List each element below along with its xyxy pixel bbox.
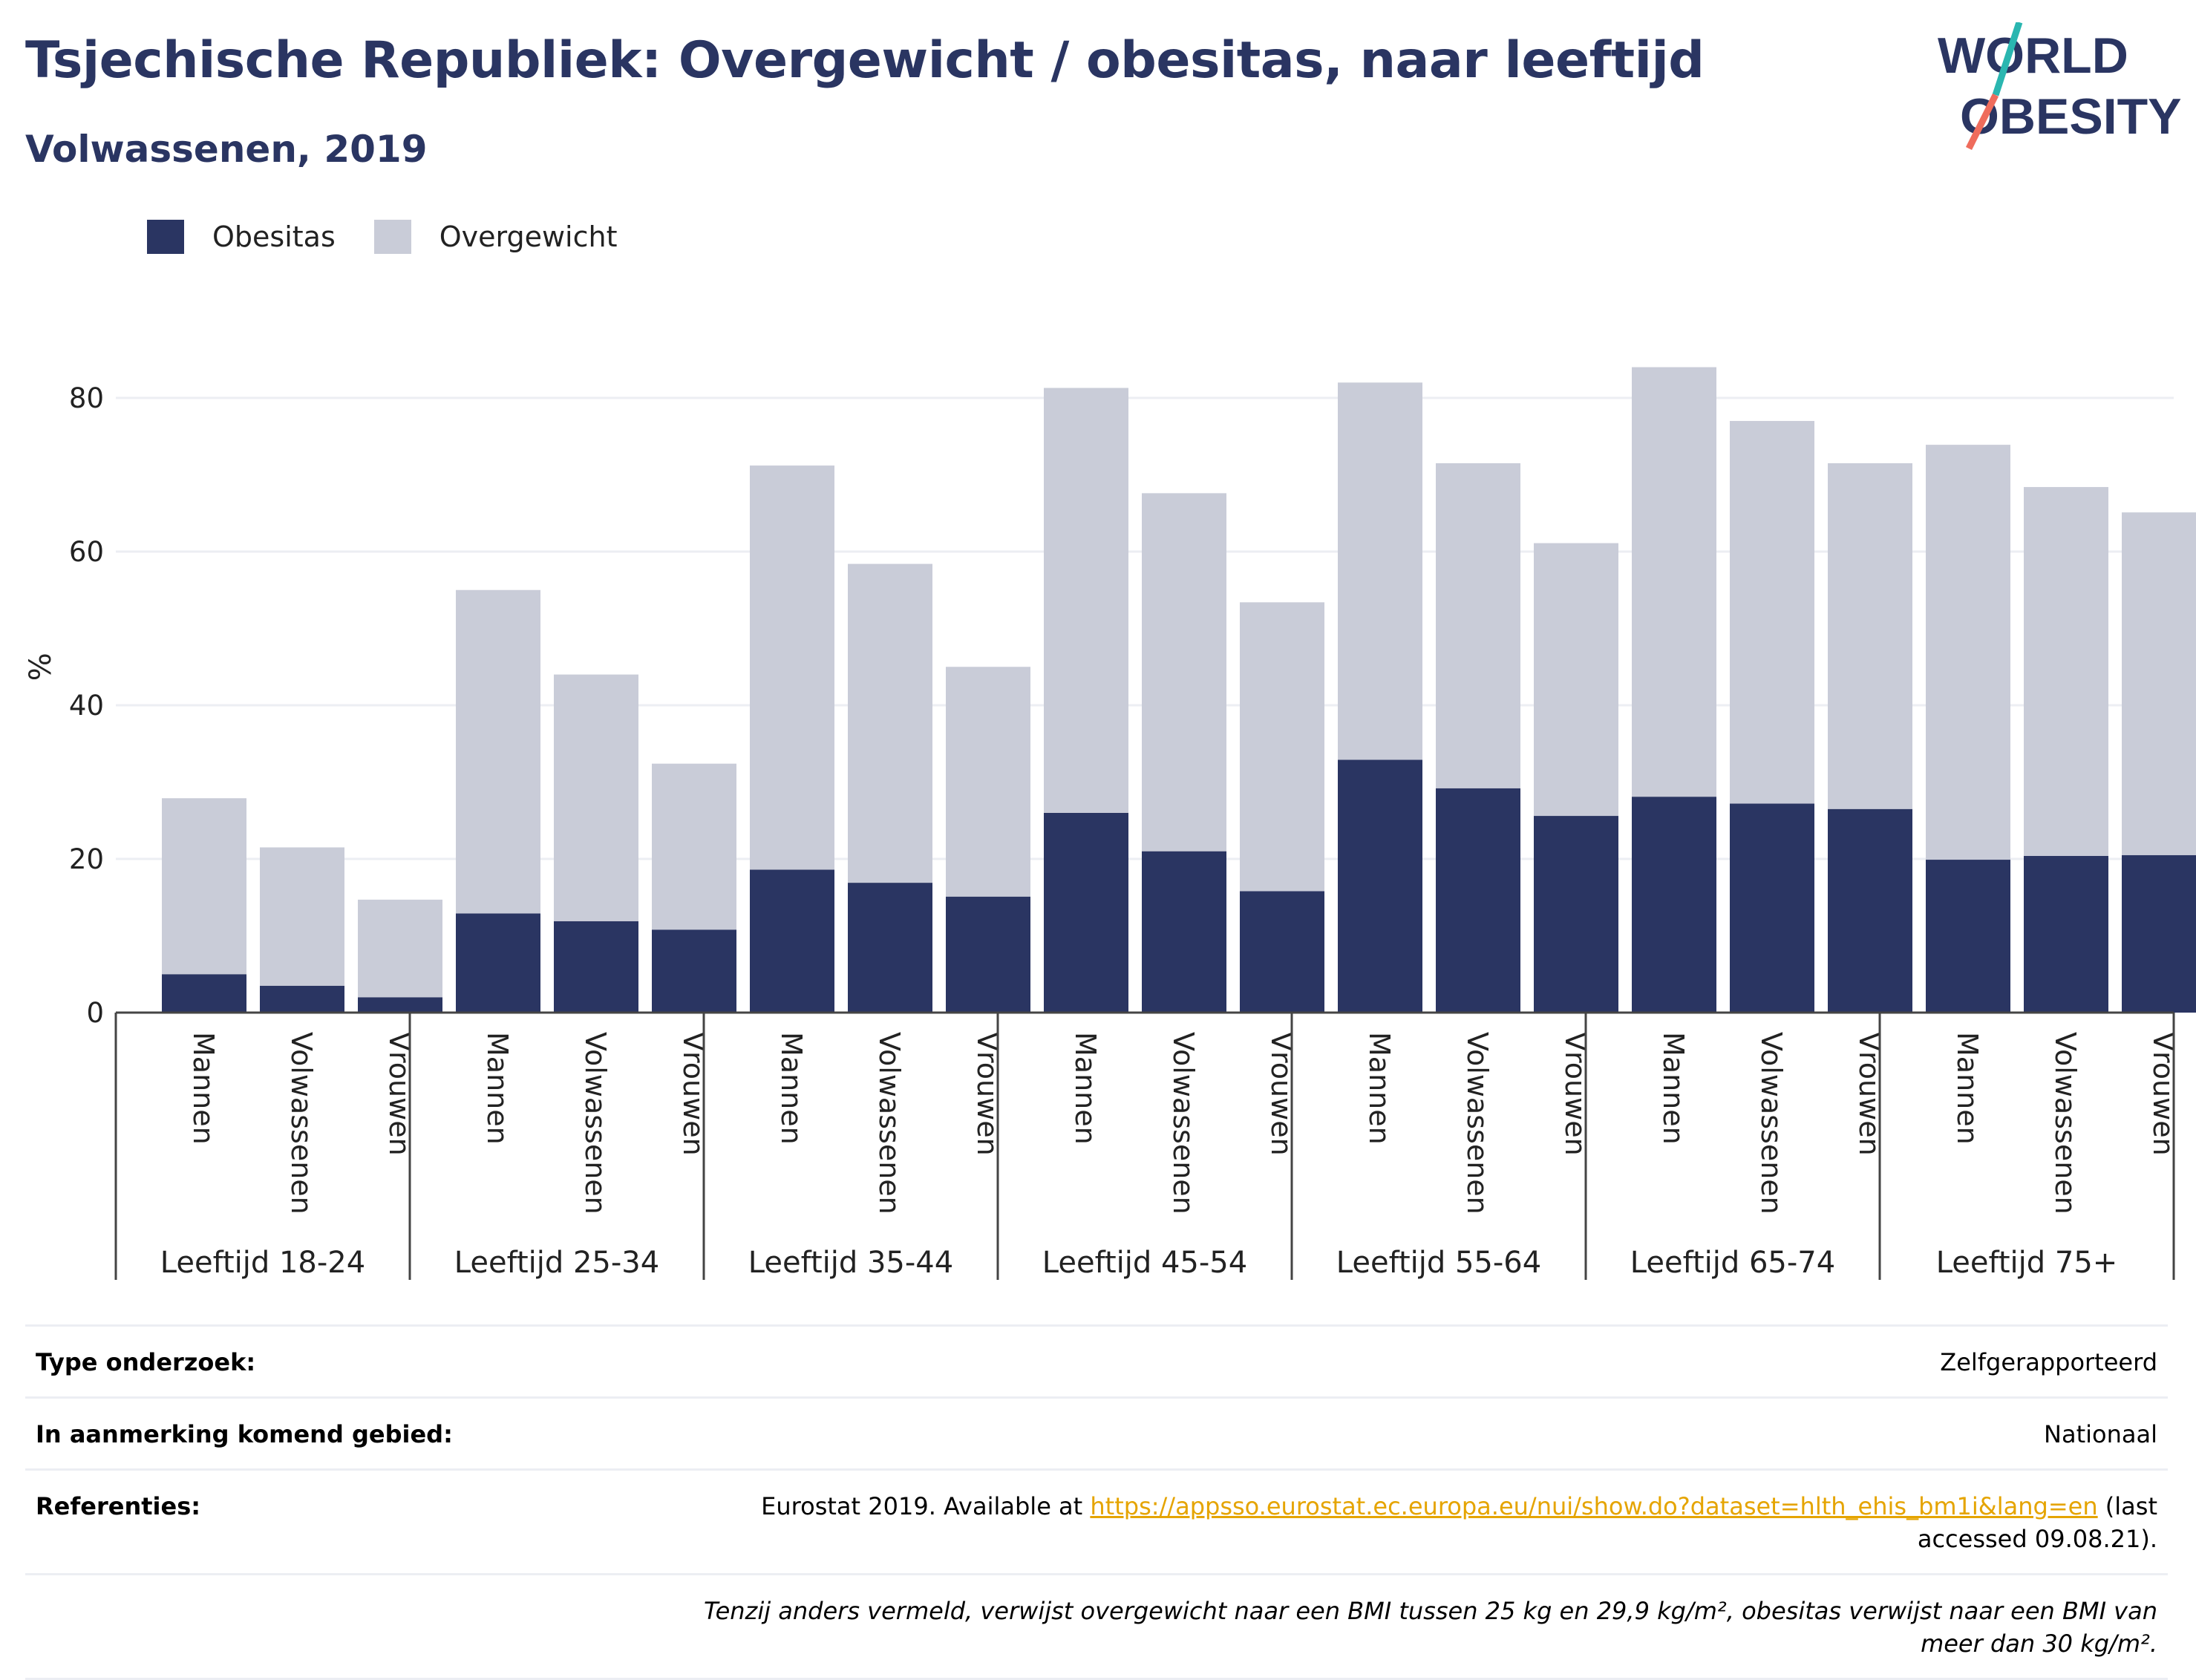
bar-obesitas-4554-volwassenen [1142, 851, 1226, 1013]
bar-obesitas-1824-vrouwen [358, 997, 442, 1013]
bar-overgewicht-5564-mannen [1338, 382, 1422, 760]
bar-overgewicht-5564-volwassenen [1436, 463, 1520, 788]
bar-obesitas-75+-vrouwen [2122, 854, 2196, 1013]
x-tick-label-1824-mannen: Mannen [187, 1032, 220, 1145]
bar-overgewicht-75+-volwassenen [2024, 487, 2108, 856]
legend-label-overgewicht: Overgewicht [439, 220, 618, 253]
x-tick-label-1824-volwassenen: Volwassenen [285, 1032, 318, 1215]
info-row-note: Tenzij anders vermeld, verwijst overgewi… [25, 1575, 2168, 1680]
logo-slash-teal [1992, 22, 2023, 97]
group-label-5564: Leeftijd 55-64 [1336, 1246, 1541, 1280]
world-obesity-logo: WORLD OBESITY [1938, 22, 2182, 151]
bar-overgewicht-75+-vrouwen [2122, 512, 2196, 855]
info-row-type: Type onderzoek: Zelfgerapporteerd [25, 1327, 2168, 1399]
chart-legend: Obesitas Overgewicht [147, 220, 656, 254]
bar-overgewicht-1824-vrouwen [358, 899, 442, 998]
y-tick-label-0: 0 [86, 997, 104, 1029]
bar-overgewicht-2534-volwassenen [554, 674, 638, 921]
bar-obesitas-1824-volwassenen [260, 985, 344, 1013]
logo-text-world: WORLD [1938, 27, 2128, 84]
info-value-type: Zelfgerapporteerd [1940, 1348, 2157, 1376]
bar-obesitas-4554-mannen [1044, 812, 1128, 1013]
bar-obesitas-2534-vrouwen [652, 929, 736, 1013]
bar-overgewicht-1824-volwassenen [260, 847, 344, 986]
bar-obesitas-5564-volwassenen [1436, 788, 1520, 1013]
chart-title: Tsjechische Republiek: Overgewicht / obe… [25, 31, 1705, 90]
group-label-2534: Leeftijd 25-34 [454, 1246, 659, 1280]
bar-obesitas-6574-volwassenen [1730, 803, 1814, 1013]
bar-overgewicht-4554-vrouwen [1240, 602, 1324, 892]
bar-obesitas-6574-vrouwen [1828, 808, 1912, 1013]
legend-label-obesitas: Obesitas [212, 220, 336, 253]
chart-subtitle: Volwassenen, 2019 [25, 128, 428, 171]
info-row-references: Referenties: Eurostat 2019. Available at… [25, 1471, 2168, 1575]
group-label-1824: Leeftijd 18-24 [160, 1246, 365, 1280]
bar-overgewicht-2534-mannen [456, 589, 540, 914]
legend-item-overgewicht[interactable]: Overgewicht [373, 220, 618, 254]
legend-item-obesitas[interactable]: Obesitas [147, 220, 336, 254]
y-tick-label-60: 60 [69, 536, 104, 568]
x-tick-label-5564-volwassenen: Volwassenen [1461, 1032, 1494, 1215]
bar-obesitas-1824-mannen [162, 974, 246, 1013]
definition-note: Tenzij anders vermeld, verwijst overgewi… [703, 1597, 2157, 1658]
x-tick-label-6574-mannen: Mannen [1657, 1032, 1690, 1145]
bar-overgewicht-3544-vrouwen [946, 667, 1030, 897]
bar-obesitas-3544-vrouwen [946, 896, 1030, 1013]
info-label-area: In aanmerking komend gebied: [36, 1420, 453, 1448]
bar-overgewicht-6574-mannen [1632, 367, 1716, 797]
y-tick-label-40: 40 [69, 690, 104, 722]
x-tick-label-6574-volwassenen: Volwassenen [1755, 1032, 1788, 1215]
x-tick-label-75+-volwassenen: Volwassenen [2049, 1032, 2082, 1215]
bar-overgewicht-5564-vrouwen [1534, 543, 1618, 817]
y-tick-label-80: 80 [69, 382, 104, 414]
reference-link[interactable]: https://appsso.eurostat.ec.europa.eu/nui… [1090, 1492, 2098, 1520]
info-table: Type onderzoek: Zelfgerapporteerd In aan… [25, 1324, 2168, 1680]
bar-obesitas-75+-mannen [1926, 860, 2010, 1013]
bar-obesitas-75+-volwassenen [2024, 855, 2108, 1013]
x-tick-label-75+-mannen: Mannen [1951, 1032, 1984, 1145]
bar-obesitas-4554-vrouwen [1240, 891, 1324, 1013]
bar-obesitas-5564-vrouwen [1534, 816, 1618, 1013]
group-label-6574: Leeftijd 65-74 [1630, 1246, 1835, 1280]
x-tick-label-3544-volwassenen: Volwassenen [873, 1032, 906, 1215]
reference-prefix: Eurostat 2019. Available at [761, 1492, 1091, 1520]
bar-overgewicht-6574-volwassenen [1730, 421, 1814, 804]
bar-obesitas-2534-mannen [456, 913, 540, 1013]
bar-obesitas-5564-mannen [1338, 759, 1422, 1013]
bar-overgewicht-3544-mannen [750, 465, 834, 870]
x-tick-label-2534-volwassenen: Volwassenen [579, 1032, 612, 1215]
info-value-references: Eurostat 2019. Available at https://apps… [673, 1490, 2157, 1555]
bar-overgewicht-6574-vrouwen [1828, 463, 1912, 809]
info-label-references: Referenties: [36, 1492, 201, 1520]
bar-obesitas-6574-mannen [1632, 797, 1716, 1013]
group-label-4554: Leeftijd 45-54 [1042, 1246, 1247, 1280]
group-label-3544: Leeftijd 35-44 [748, 1246, 953, 1280]
y-tick-label-20: 20 [69, 843, 104, 875]
bar-overgewicht-1824-mannen [162, 798, 246, 975]
x-tick-label-3544-mannen: Mannen [775, 1032, 808, 1145]
legend-swatch-overgewicht [373, 220, 411, 254]
x-tick-label-4554-mannen: Mannen [1069, 1032, 1102, 1145]
bar-overgewicht-2534-vrouwen [652, 763, 736, 930]
legend-swatch-obesitas [147, 220, 184, 254]
bar-overgewicht-4554-mannen [1044, 388, 1128, 813]
info-value-area: Nationaal [2044, 1420, 2157, 1448]
x-tick-label-2534-mannen: Mannen [481, 1032, 514, 1145]
info-row-area: In aanmerking komend gebied: Nationaal [25, 1399, 2168, 1471]
logo-slash-coral [1965, 93, 1999, 151]
bar-overgewicht-4554-volwassenen [1142, 493, 1226, 852]
x-tick-label-4554-volwassenen: Volwassenen [1167, 1032, 1200, 1215]
y-axis-label: % [24, 653, 58, 681]
bar-obesitas-3544-mannen [750, 869, 834, 1013]
bar-obesitas-3544-volwassenen [848, 883, 932, 1013]
bar-obesitas-2534-volwassenen [554, 921, 638, 1013]
info-label-type: Type onderzoek: [36, 1348, 256, 1376]
group-label-75+: Leeftijd 75+ [1936, 1246, 2118, 1280]
reference-suffix: (last accessed 09.08.21). [1917, 1492, 2157, 1553]
bar-overgewicht-3544-volwassenen [848, 563, 932, 883]
bar-overgewicht-75+-mannen [1926, 445, 2010, 860]
x-tick-label-5564-mannen: Mannen [1363, 1032, 1396, 1145]
